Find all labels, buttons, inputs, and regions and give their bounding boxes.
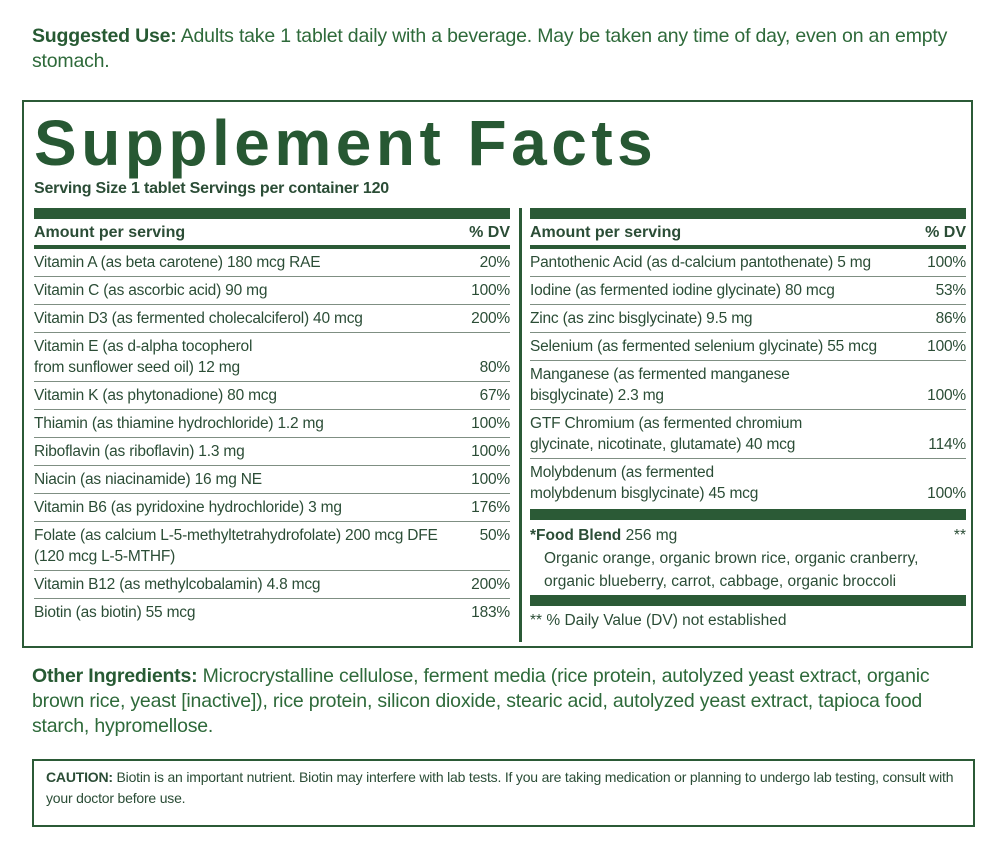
- suggested-use-text: Adults take 1 tablet daily with a bevera…: [32, 25, 948, 72]
- nutrient-name: Molybdenum (as fermented molybdenum bisg…: [530, 464, 759, 502]
- nutrient-name: Vitamin B6 (as pyridoxine hydrochloride)…: [34, 499, 342, 516]
- suggested-use-label: Suggested Use:: [32, 25, 177, 47]
- nutrient-dv: 100%: [927, 485, 966, 502]
- nutrient-dv: 100%: [927, 338, 966, 355]
- nutrient-dv: 80%: [479, 359, 511, 376]
- nutrient-row: Vitamin D3 (as fermented cholecalciferol…: [34, 305, 510, 333]
- nutrient-name: Folate (as calcium L-5-methyltetrahydrof…: [34, 527, 438, 565]
- nutrient-name: Vitamin B12 (as methylcobalamin) 4.8 mcg: [34, 576, 321, 593]
- nutrient-name: Biotin (as biotin) 55 mcg: [34, 604, 196, 621]
- thick-divider: [34, 208, 510, 219]
- nutrient-row: Molybdenum (as fermented molybdenum bisg…: [530, 459, 966, 507]
- thick-divider: [530, 595, 966, 606]
- nutrient-row: Folate (as calcium L-5-methyltetrahydrof…: [34, 522, 510, 571]
- caution-text: Biotin is an important nutrient. Biotin …: [46, 769, 954, 806]
- nutrient-name: Thiamin (as thiamine hydrochloride) 1.2 …: [34, 415, 324, 432]
- nutrient-row: Vitamin B6 (as pyridoxine hydrochloride)…: [34, 494, 510, 522]
- nutrient-dv: 67%: [479, 387, 511, 404]
- blend-name: *Food Blend: [530, 527, 622, 544]
- nutrient-row: Vitamin C (as ascorbic acid) 90 mg 100%: [34, 277, 510, 305]
- caution-box: CAUTION: Biotin is an important nutrient…: [32, 759, 975, 827]
- nutrient-dv: 183%: [471, 604, 510, 621]
- header-dv: % DV: [469, 224, 510, 241]
- blend-list: Organic orange, organic brown rice, orga…: [544, 550, 919, 590]
- nutrient-name: Vitamin A (as beta carotene) 180 mcg RAE: [34, 254, 321, 271]
- nutrient-name: Vitamin C (as ascorbic acid) 90 mg: [34, 282, 268, 299]
- nutrient-row: Vitamin B12 (as methylcobalamin) 4.8 mcg…: [34, 571, 510, 599]
- serving-info: Serving Size 1 tablet Servings per conta…: [34, 180, 389, 197]
- nutrient-row: Biotin (as biotin) 55 mcg 183%: [34, 599, 510, 626]
- nutrient-name: Pantothenic Acid (as d-calcium pantothen…: [530, 254, 871, 271]
- other-ingredients: Other Ingredients: Microcrystalline cell…: [32, 664, 972, 739]
- nutrient-dv: 100%: [471, 415, 510, 432]
- nutrient-dv: 50%: [479, 527, 511, 544]
- nutrient-row: Iodine (as fermented iodine glycinate) 8…: [530, 277, 966, 305]
- nutrient-name: GTF Chromium (as fermented chromium glyc…: [530, 415, 803, 453]
- header-amount: Amount per serving: [530, 224, 682, 241]
- nutrient-name: Manganese (as fermented manganese bisgly…: [530, 366, 790, 404]
- nutrient-row: Vitamin A (as beta carotene) 180 mcg RAE…: [34, 249, 510, 277]
- column-header: Amount per serving % DV: [530, 219, 966, 249]
- nutrient-row: Selenium (as fermented selenium glycinat…: [530, 333, 966, 361]
- dv-note: ** % Daily Value (DV) not established: [530, 612, 787, 629]
- column-header: Amount per serving % DV: [34, 219, 510, 249]
- nutrient-name: Vitamin E (as d-alpha tocopherol from su…: [34, 338, 253, 376]
- nutrient-row: Manganese (as fermented manganese bisgly…: [530, 361, 966, 410]
- other-ingredients-text: Microcrystalline cellulose, ferment medi…: [32, 665, 930, 737]
- food-blend: *Food Blend 256 mg ** Organic orange, or…: [530, 520, 966, 595]
- nutrient-dv: 200%: [471, 576, 510, 593]
- nutrient-dv: 200%: [471, 310, 510, 327]
- nutrient-name: Zinc (as zinc bisglycinate) 9.5 mg: [530, 310, 753, 327]
- thick-divider: [530, 208, 966, 219]
- other-ingredients-label: Other Ingredients:: [32, 665, 198, 687]
- nutrient-row: GTF Chromium (as fermented chromium glyc…: [530, 410, 966, 459]
- nutrient-dv: 100%: [471, 443, 510, 460]
- nutrient-row: Niacin (as niacinamide) 16 mg NE 100%: [34, 466, 510, 494]
- nutrient-row: Riboflavin (as riboflavin) 1.3 mg 100%: [34, 438, 510, 466]
- blend-dv: **: [953, 527, 966, 544]
- nutrient-row: Pantothenic Acid (as d-calcium pantothen…: [530, 249, 966, 277]
- nutrient-name: Selenium (as fermented selenium glycinat…: [530, 338, 877, 355]
- blend-amount: 256 mg: [625, 527, 678, 544]
- left-column: Amount per serving % DV Vitamin A (as be…: [34, 208, 510, 626]
- nutrient-name: Vitamin D3 (as fermented cholecalciferol…: [34, 310, 363, 327]
- nutrient-dv: 114%: [928, 436, 966, 453]
- header-amount: Amount per serving: [34, 224, 186, 241]
- nutrient-dv: 100%: [471, 471, 510, 488]
- nutrient-row: Vitamin K (as phytonadione) 80 mcg 67%: [34, 382, 510, 410]
- nutrient-dv: 100%: [927, 387, 966, 404]
- caution-label: CAUTION:: [46, 769, 113, 785]
- nutrient-dv: 100%: [471, 282, 510, 299]
- nutrient-dv: 176%: [471, 499, 510, 516]
- header-dv: % DV: [925, 224, 966, 241]
- nutrient-dv: 100%: [927, 254, 966, 271]
- supplement-facts-panel: Supplement Facts Serving Size 1 tablet S…: [22, 100, 973, 648]
- nutrient-row: Vitamin E (as d-alpha tocopherol from su…: [34, 333, 510, 382]
- nutrient-name: Vitamin K (as phytonadione) 80 mcg: [34, 387, 277, 404]
- nutrient-name: Niacin (as niacinamide) 16 mg NE: [34, 471, 262, 488]
- nutrient-name: Riboflavin (as riboflavin) 1.3 mg: [34, 443, 245, 460]
- nutrient-dv: 20%: [479, 254, 511, 271]
- nutrient-row: Thiamin (as thiamine hydrochloride) 1.2 …: [34, 410, 510, 438]
- nutrient-row: Zinc (as zinc bisglycinate) 9.5 mg 86%: [530, 305, 966, 333]
- nutrient-dv: 86%: [935, 310, 967, 327]
- nutrient-name: Iodine (as fermented iodine glycinate) 8…: [530, 282, 835, 299]
- nutrient-dv: 53%: [935, 282, 967, 299]
- column-divider: [519, 208, 522, 642]
- panel-title: Supplement Facts: [34, 107, 658, 179]
- right-column: Amount per serving % DV Pantothenic Acid…: [530, 208, 966, 630]
- suggested-use: Suggested Use: Adults take 1 tablet dail…: [32, 24, 972, 74]
- thick-divider: [530, 509, 966, 520]
